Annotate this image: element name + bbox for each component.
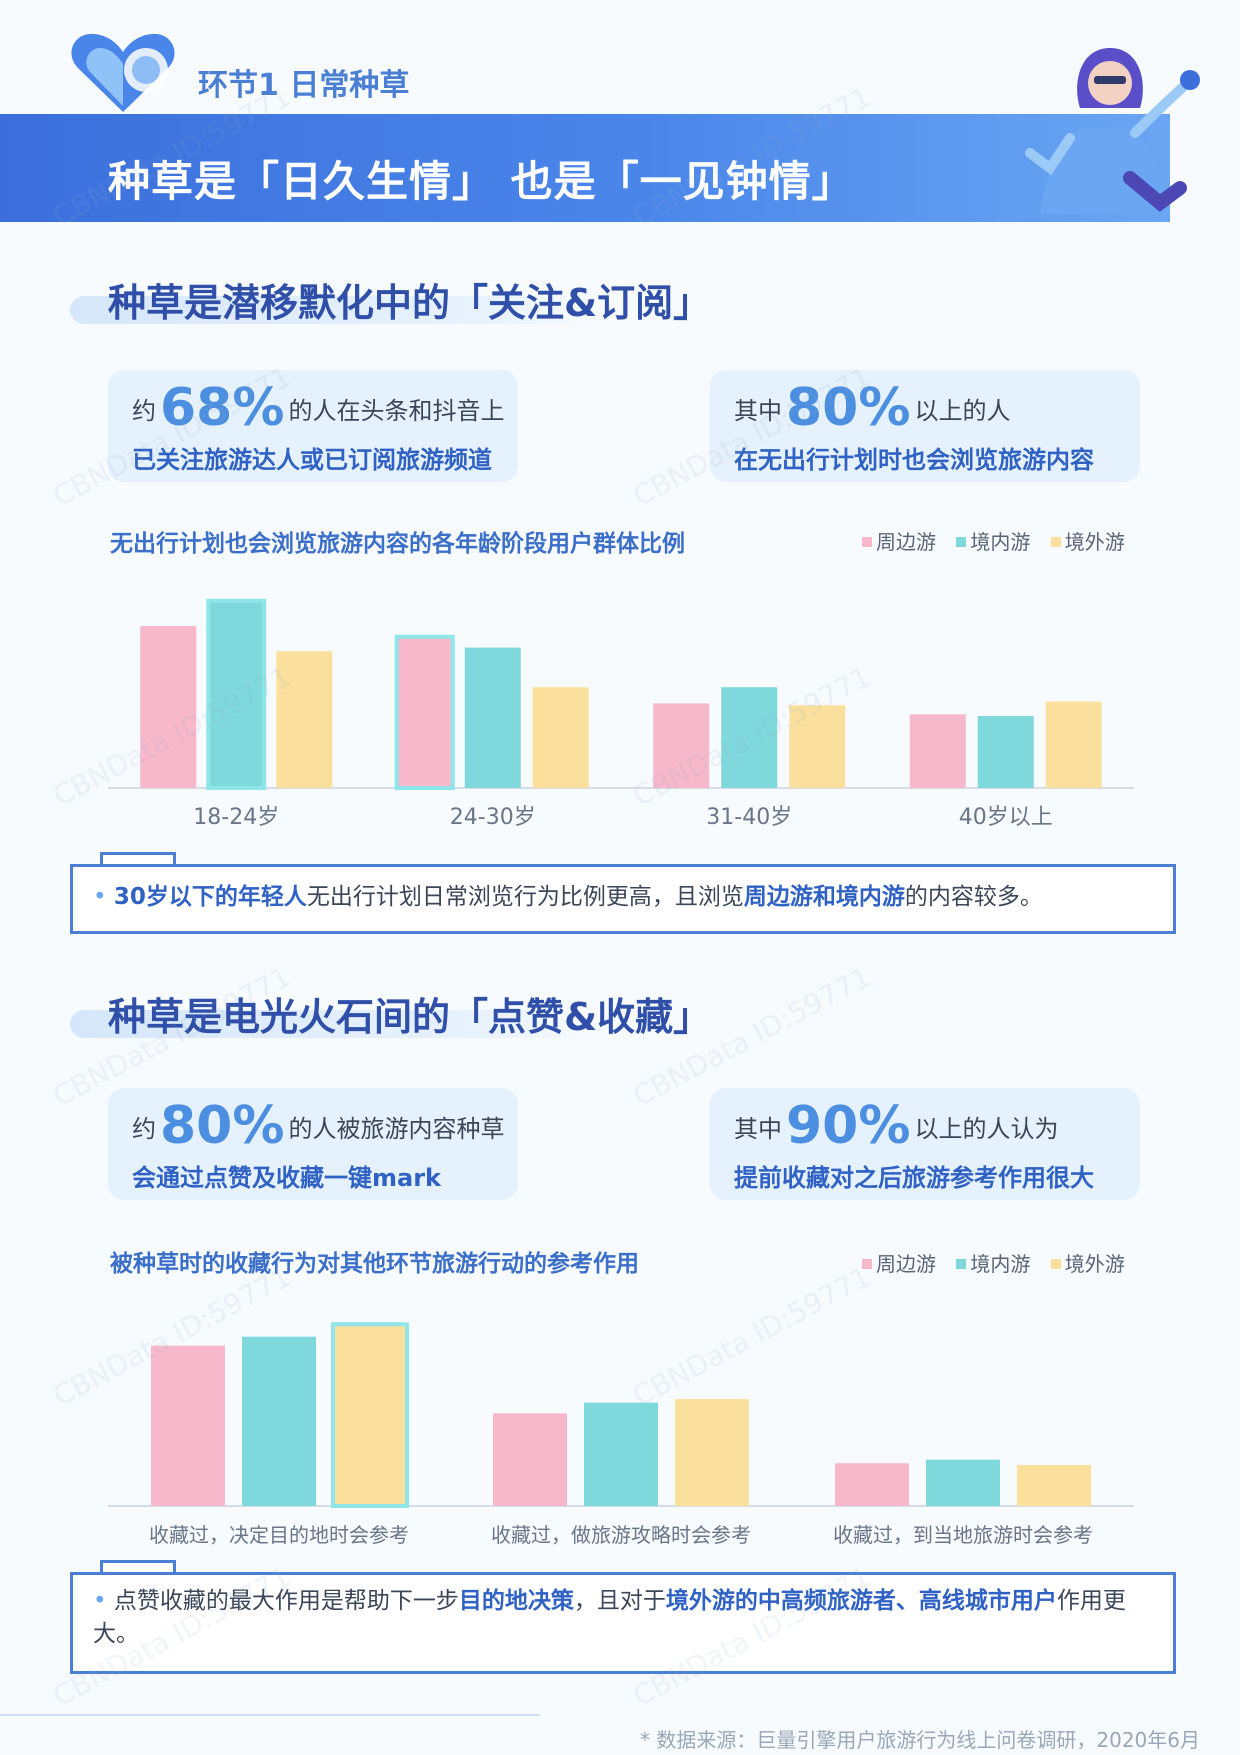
x-tick-label: 18-24岁: [193, 805, 279, 830]
heading-underline: [70, 296, 590, 324]
data-source-footer: * 数据来源：巨量引擎用户旅游行为线上问卷调研，2020年6月: [640, 1728, 1200, 1752]
note-highlight: 周边游和境内游: [743, 884, 905, 910]
x-tick-label: 收藏过，做旅游攻略时会参考: [491, 1523, 751, 1547]
bar-pink: [653, 703, 710, 788]
stat-line2: 在无出行计划时也会浏览旅游内容: [734, 446, 1094, 474]
bar-yellow: [532, 687, 589, 788]
note-text-2: • 点赞收藏的最大作用是帮助下一步目的地决策，且对于境外游的中高频旅游者、高线城…: [93, 1588, 1126, 1648]
legend-label: 境外游: [1064, 530, 1125, 554]
x-tick-label: 40岁以上: [959, 805, 1053, 830]
note-plain: ，且对于: [573, 1588, 666, 1614]
bar-pink: [394, 634, 455, 790]
stat-line2: 提前收藏对之后旅游参考作用很大: [734, 1164, 1094, 1192]
stat-prefix: 其中: [734, 397, 782, 425]
stat-prefix: 其中: [734, 1115, 782, 1143]
stat-line2: 已关注旅游达人或已订阅旅游频道: [132, 446, 492, 474]
note-box-2: • 点赞收藏的最大作用是帮助下一步目的地决策，且对于境外游的中高频旅游者、高线城…: [70, 1572, 1176, 1674]
x-tick-label: 31-40岁: [706, 805, 792, 830]
bar-pink: [909, 714, 966, 788]
bar-pink: [140, 626, 197, 788]
x-tick-label: 收藏过，决定目的地时会参考: [149, 1523, 409, 1547]
legend-swatch-yellow: [1050, 537, 1061, 547]
stat-suffix: 的人在头条和抖音上: [288, 397, 505, 425]
stat-suffix: 以上的人认为: [914, 1115, 1059, 1143]
legend-label: 境内游: [970, 1252, 1031, 1276]
heading-underline: [70, 1010, 590, 1038]
stat-card-right: 其中90% 以上的人认为 提前收藏对之后旅游参考作用很大: [710, 1088, 1140, 1200]
title-banner: [0, 114, 1170, 222]
note-highlight: 目的地决策: [458, 1588, 574, 1614]
bar-yellow: [331, 1322, 409, 1508]
note-highlight: 30岁以下的年轻人: [113, 884, 307, 910]
stat-card-right: 其中80% 以上的人 在无出行计划时也会浏览旅游内容: [710, 370, 1140, 482]
bar-teal: [464, 647, 521, 788]
legend-swatch-pink: [862, 537, 872, 547]
chart2-title: 被种草时的收藏行为对其他环节旅游行动的参考作用: [110, 1251, 639, 1277]
legend-swatch-yellow: [1050, 1259, 1061, 1269]
section1-heading: 种草是潜移默化中的「关注&订阅」: [108, 281, 712, 325]
bar-teal: [721, 687, 778, 788]
note-plain: 作用更大。: [93, 1588, 1126, 1648]
bar-teal: [242, 1336, 316, 1506]
section2-heading: 种草是电光火石间的「点赞&收藏」: [108, 995, 712, 1039]
legend-swatch-teal: [956, 537, 967, 547]
note-plain: 的内容较多。: [904, 884, 1043, 910]
stat-card-left: 约68% 的人在头条和抖音上 已关注旅游达人或已订阅旅游频道: [108, 370, 518, 482]
legend-swatch-pink: [862, 1259, 872, 1269]
bar-pink: [151, 1345, 225, 1506]
bar-teal: [584, 1402, 658, 1506]
stat-suffix: 以上的人: [914, 397, 1011, 425]
stat-card-left: 约80% 的人被旅游内容种草 会通过点赞及收藏一键mark: [108, 1088, 518, 1200]
stat-big-number: 80%: [160, 1096, 285, 1156]
legend-label: 周边游: [876, 530, 936, 554]
note-plain: 点赞收藏的最大作用是帮助下一步: [113, 1588, 459, 1614]
bar-yellow: [675, 1399, 749, 1506]
stat-suffix: 的人被旅游内容种草: [288, 1115, 505, 1143]
section-label: 环节1 日常种草: [198, 68, 410, 103]
bar-yellow: [789, 705, 846, 788]
bar-yellow: [1017, 1465, 1091, 1506]
chart2-svg: 收藏过，决定目的地时会参考 收藏过，做旅游攻略时会参考 收藏过，到当地旅游时会参考: [108, 1322, 1134, 1547]
x-tick-label: 24-30岁: [450, 805, 536, 830]
stat-big-number: 68%: [160, 378, 285, 438]
legend-label: 周边游: [876, 1252, 936, 1276]
chart2-legend: 周边游 境内游 境外游: [848, 1248, 1125, 1277]
note-text-1: • 30岁以下的年轻人无出行计划日常浏览行为比例更高，且浏览周边游和境内游的内容…: [93, 884, 1043, 910]
note-highlight: 境外游的中高频旅游者、高线城市用户: [665, 1588, 1057, 1614]
stat-big-number: 80%: [786, 378, 911, 438]
stat-prefix: 约: [132, 1115, 156, 1143]
bar-pink: [493, 1413, 567, 1506]
bar-teal: [206, 598, 267, 790]
bar-teal: [926, 1459, 1000, 1506]
bar-teal: [977, 716, 1034, 788]
stat-line2: 会通过点赞及收藏一键mark: [132, 1164, 441, 1192]
stat-prefix: 约: [132, 397, 156, 425]
banner-title: 种草是「日久生情」 也是「一见钟情」: [108, 157, 855, 206]
note-plain: 无出行计划日常浏览行为比例更高，且浏览: [306, 884, 744, 910]
legend-label: 境外游: [1064, 1252, 1125, 1276]
bar-yellow: [276, 651, 333, 788]
chart1-svg: 18-24岁 24-30岁 31-40岁 40岁以上: [108, 598, 1134, 830]
x-tick-label: 收藏过，到当地旅游时会参考: [833, 1523, 1093, 1547]
chart1-title: 无出行计划也会浏览旅游内容的各年龄阶段用户群体比例: [110, 531, 685, 557]
legend-label: 境内游: [970, 530, 1031, 554]
stat-big-number: 90%: [786, 1096, 911, 1156]
heart-logo-icon: [71, 33, 175, 112]
bar-pink: [835, 1463, 909, 1506]
note-box-1: • 30岁以下的年轻人无出行计划日常浏览行为比例更高，且浏览周边游和境内游的内容…: [70, 864, 1176, 934]
bar-yellow: [1045, 701, 1102, 788]
chart1-legend: 周边游 境内游 境外游: [848, 526, 1125, 555]
legend-swatch-teal: [956, 1259, 967, 1269]
person-illustration-icon: [1025, 48, 1200, 214]
footer-divider: [0, 1714, 540, 1716]
